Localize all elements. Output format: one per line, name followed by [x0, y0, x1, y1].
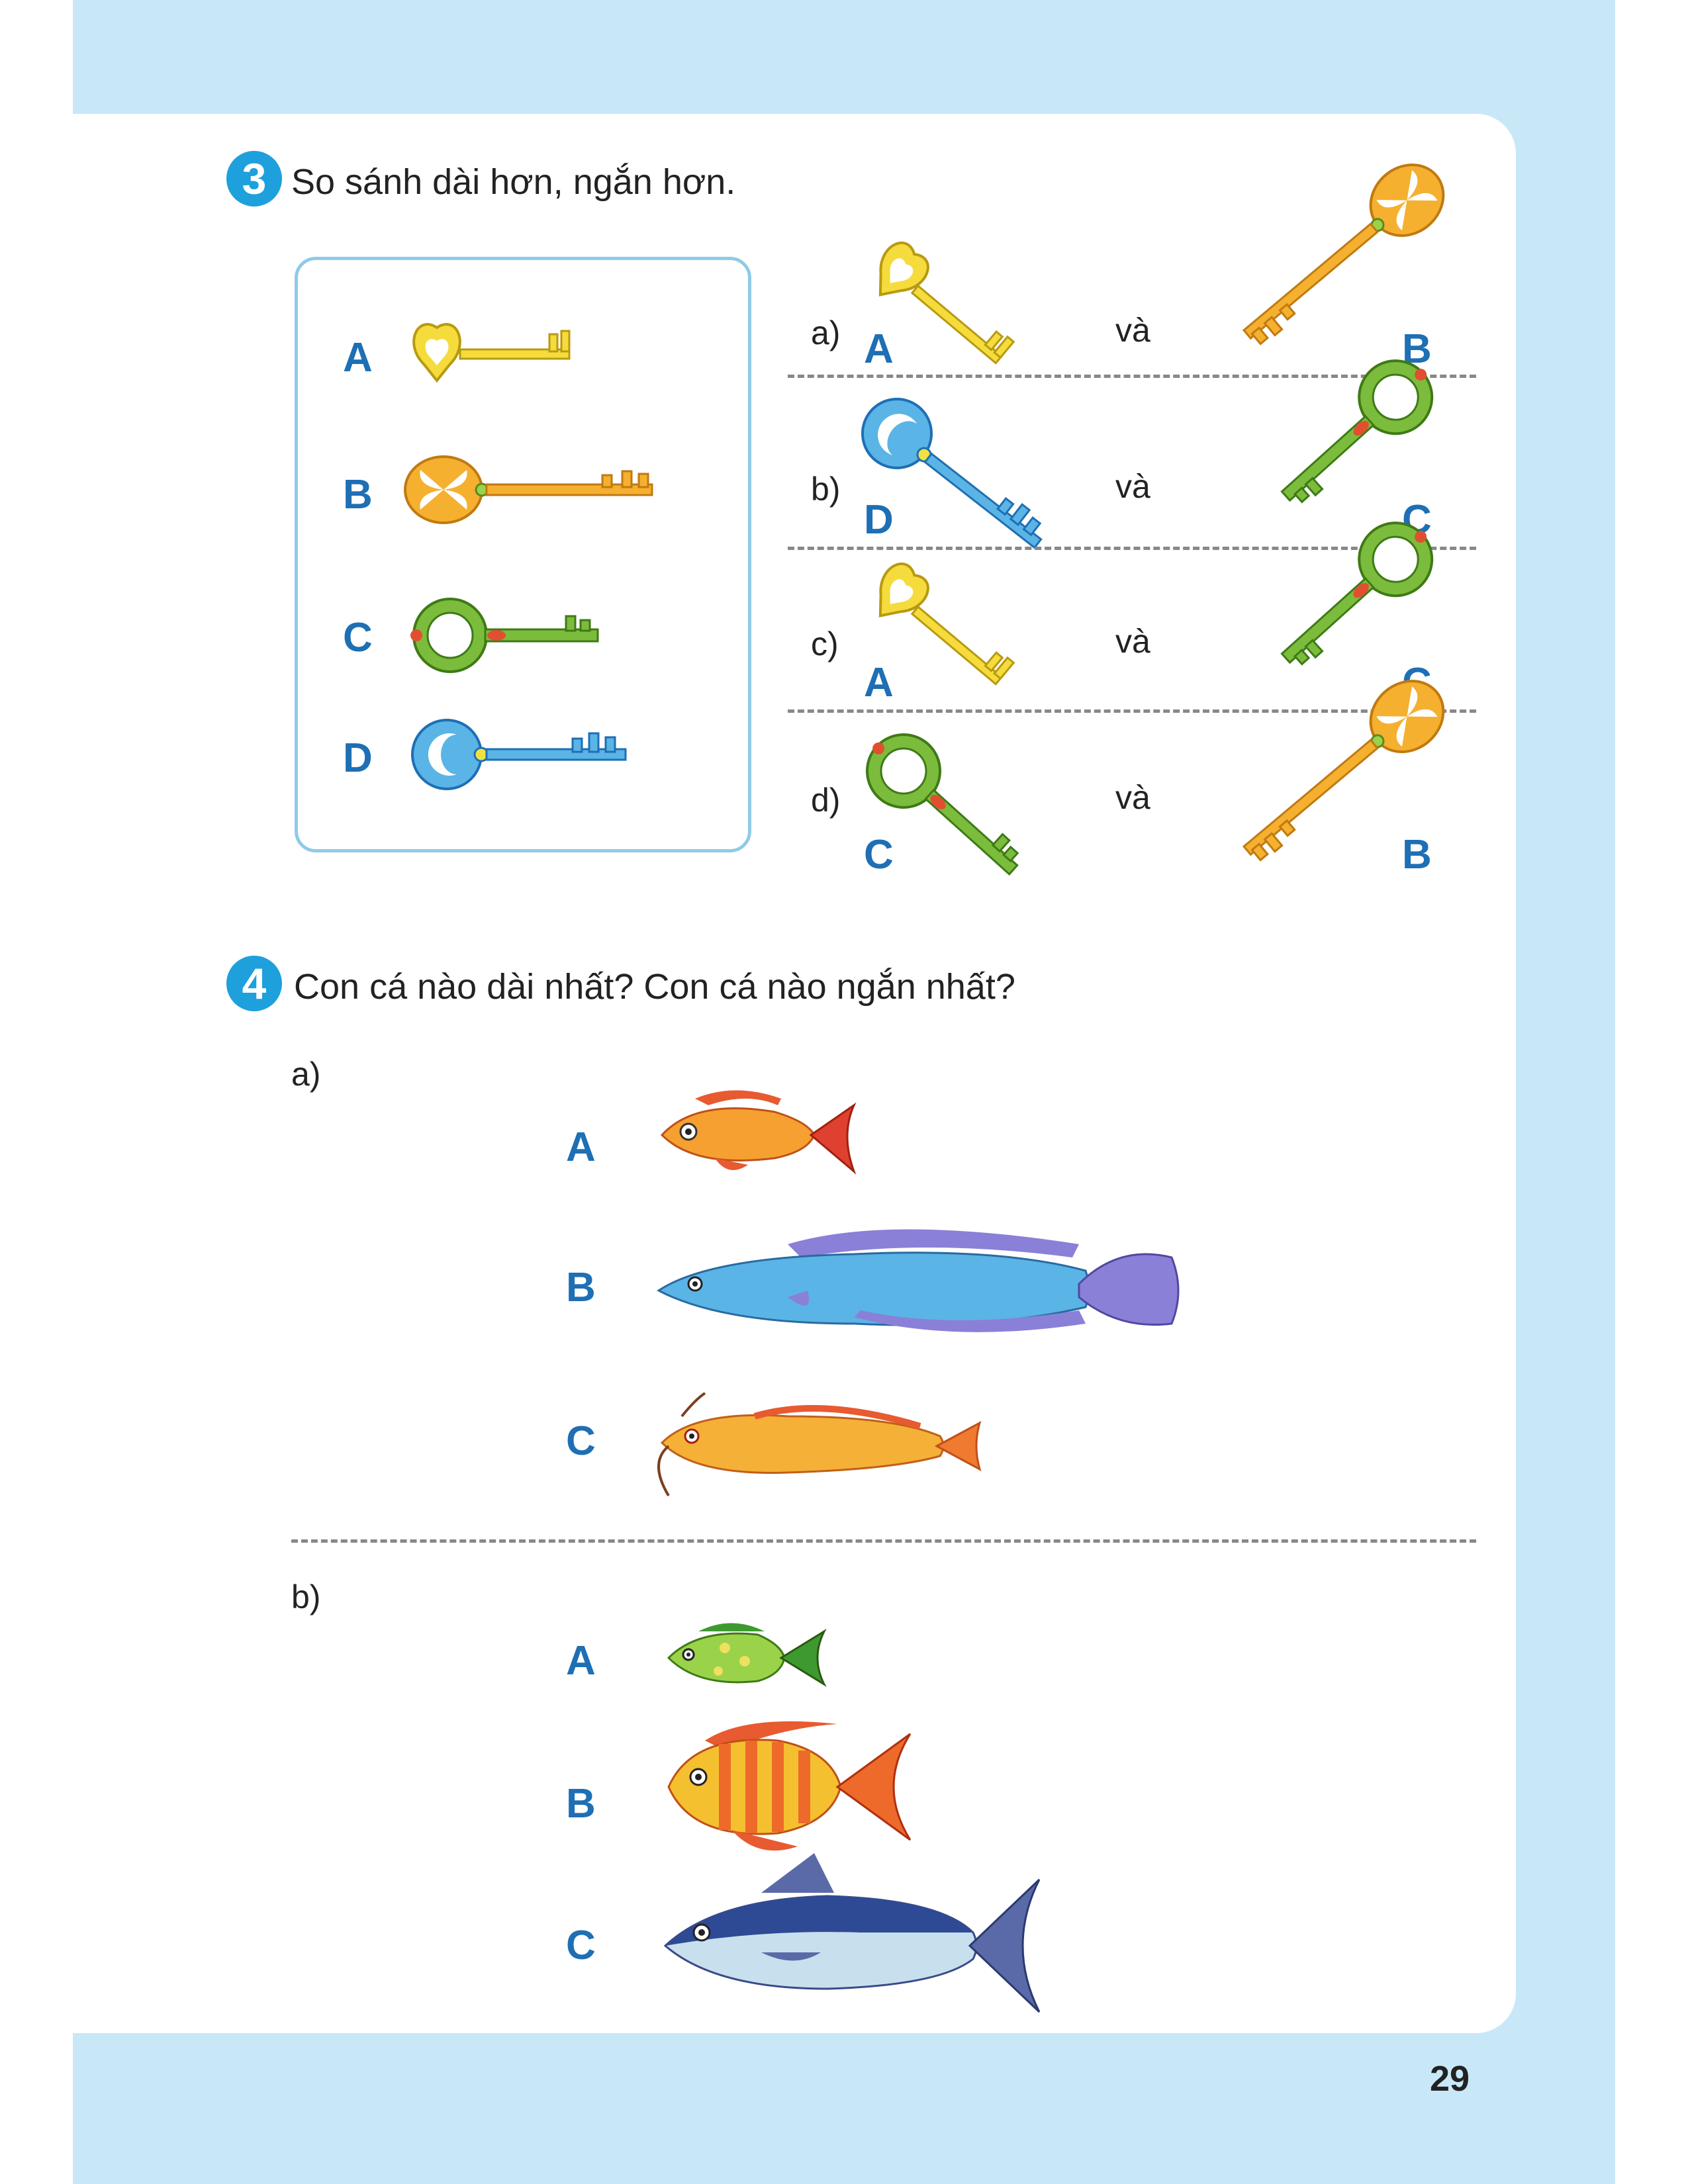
key-icon-c-green — [410, 598, 599, 673]
key-icon-b-orange — [404, 455, 653, 524]
fish-b-label-b: B — [566, 1781, 596, 1827]
question-4-title: Con cá nào dài nhất? Con cá nào ngắn nhấ… — [294, 967, 1015, 1007]
pair-b-left-label: D — [864, 497, 894, 543]
pair-c-joiner: và — [1115, 623, 1150, 660]
fish-a-label-b: B — [566, 1265, 596, 1310]
ref-key-label-c: C — [343, 615, 373, 660]
pair-d-right-label: B — [1402, 832, 1432, 878]
key-icon-pair-b-left — [861, 398, 1043, 549]
key-icon-d-blue — [411, 719, 627, 790]
pair-c-left-label: A — [864, 660, 894, 705]
page-number: 29 — [1430, 2059, 1470, 2099]
pair-b-sub-label: b) — [811, 471, 841, 508]
key-icon-pair-a-left — [878, 241, 1015, 365]
question-3-title: So sánh dài hơn, ngắn hơn. — [291, 162, 736, 202]
ref-key-label-d: D — [343, 735, 373, 781]
ref-key-label-a: A — [343, 335, 373, 381]
fish-icon-a-orange — [660, 1090, 857, 1175]
reference-keys-box — [295, 257, 751, 852]
ref-key-label-b: B — [343, 472, 373, 518]
fish-b-label-a: A — [566, 1638, 596, 1684]
pair-a-joiner: và — [1115, 312, 1150, 349]
question-4-number: 4 — [226, 956, 282, 1011]
fish-icon-b-striped — [667, 1721, 912, 1851]
fish-icon-a-green — [667, 1623, 827, 1688]
key-icon-pair-d-left — [866, 733, 1019, 876]
part-a-sub-label: a) — [291, 1056, 321, 1093]
divider — [788, 709, 1476, 713]
pair-c-sub-label: c) — [811, 625, 839, 662]
pair-a-sub-label: a) — [811, 314, 841, 351]
part-b-sub-label: b) — [291, 1578, 321, 1615]
pair-d-left-label: C — [864, 832, 894, 878]
divider — [788, 375, 1476, 378]
fish-a-label-a: A — [566, 1124, 596, 1170]
key-icon-pair-c-right — [1280, 522, 1434, 666]
pair-a-left-label: A — [864, 326, 894, 372]
pair-d-joiner: và — [1115, 779, 1150, 816]
key-icon-pair-d-right — [1242, 680, 1445, 862]
key-icon-a-yellow — [412, 323, 571, 383]
question-3-number: 3 — [226, 151, 282, 206]
divider — [788, 547, 1476, 550]
fish-a-label-c: C — [566, 1418, 596, 1464]
key-icon-pair-b-right — [1280, 359, 1434, 504]
fish-icon-c-catfish — [657, 1392, 982, 1497]
fish-icon-c-tuna — [663, 1853, 1041, 2013]
pair-d-sub-label: d) — [811, 782, 841, 819]
key-icon-pair-a-right — [1242, 163, 1445, 345]
divider — [291, 1539, 1476, 1543]
fish-b-label-c: C — [566, 1923, 596, 1968]
fish-icon-b-blue — [657, 1229, 1180, 1332]
content-card — [73, 114, 1516, 2033]
pair-b-joiner: và — [1115, 468, 1150, 505]
key-icon-pair-c-left — [878, 562, 1015, 686]
